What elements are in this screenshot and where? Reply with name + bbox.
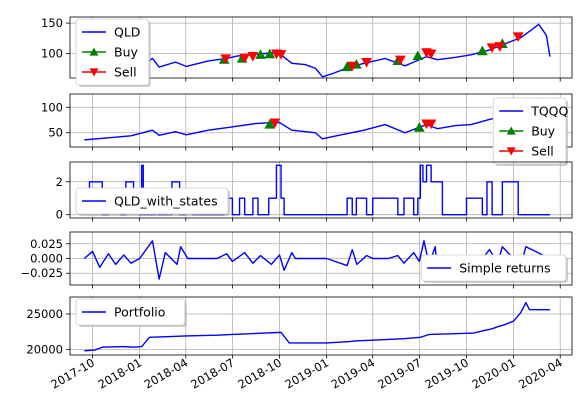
legend-label: Simple returns [459, 261, 550, 276]
grid [70, 17, 572, 78]
x-tick-label: 2017-10 [48, 355, 97, 391]
legend: QLD_with_states [75, 187, 230, 216]
legend-box [420, 254, 567, 282]
sell-marker [275, 50, 287, 60]
legend-label: Portfolio [114, 305, 165, 320]
sell-marker [425, 49, 437, 60]
x-tick-label: 2019-10 [422, 355, 471, 391]
buy-marker [264, 119, 276, 129]
sell-marker [361, 58, 372, 68]
legend-handle-marker [506, 126, 516, 135]
sell-marker [269, 118, 281, 129]
legend-box [75, 298, 186, 326]
sell-marker [486, 43, 498, 54]
x-tick-label: 2019-04 [329, 355, 378, 391]
series-line-QLD_with_states [84, 164, 550, 216]
x-tick-label: 2018-07 [188, 355, 237, 391]
buy-marker [255, 49, 266, 59]
legend: QLD Buy Sell [75, 18, 151, 87]
legend-label: Sell [114, 65, 137, 80]
x-tick-label: 2020-01 [469, 355, 518, 391]
y-tick-label: 25000 [26, 307, 63, 321]
sell-marker [247, 51, 259, 62]
legend: Simple returns [420, 254, 568, 283]
axes-frame [69, 16, 573, 79]
legend: TQQQ Buy Sell [492, 97, 569, 166]
x-tick-label: 2018-04 [142, 355, 191, 391]
sell-marker [395, 55, 406, 66]
sell-marker [512, 32, 524, 43]
y-tick-label: 0.000 [30, 252, 63, 266]
y-tick-label: 100 [41, 100, 63, 114]
legend-box [75, 187, 229, 215]
sell-marker [494, 42, 506, 52]
y-tick-label: 0 [56, 208, 63, 222]
legend-label: Buy [114, 45, 138, 60]
panel-3: 0 2 QLD_with_states [56, 161, 573, 222]
legend-label: QLD [114, 25, 140, 40]
buy-marker [264, 48, 276, 59]
legend-handle-marker [89, 68, 99, 77]
sell-marker [346, 61, 358, 72]
y-tick-label: 20000 [26, 342, 63, 356]
axes-frame [69, 93, 573, 148]
x-tick-label: 2019-07 [375, 355, 424, 391]
plot-area [84, 97, 551, 141]
legend-label: QLD_with_states [114, 194, 218, 209]
x-tick-label: 2019-01 [283, 355, 332, 391]
axes-frame [69, 161, 573, 219]
sell-marker [425, 119, 437, 130]
buy-marker [477, 45, 488, 56]
panel-2: 50 100 TQQQ Buy Sell [41, 93, 573, 166]
panel-1: 100 150 QLD Buy Sell [41, 16, 573, 87]
legend-label: TQQQ [530, 104, 568, 119]
legend-label: Sell [531, 144, 554, 159]
series-line-Portfolio [84, 301, 550, 352]
x-tick-label: 2020-04 [516, 355, 565, 391]
plot-area [84, 164, 550, 216]
buy-marker [412, 50, 424, 61]
y-tick-label: 150 [41, 16, 63, 30]
axes-frame [69, 231, 573, 286]
y-tick-label: 50 [48, 126, 63, 140]
grid [70, 297, 572, 355]
plot-area [84, 23, 551, 78]
legend-label: Buy [531, 124, 555, 139]
buy-marker [341, 61, 353, 72]
legend-handle-marker [89, 47, 99, 56]
sell-marker [239, 53, 251, 64]
x-tick-label: 2018-10 [235, 355, 284, 391]
sell-marker [220, 54, 232, 65]
y-tick-label: 0.025 [30, 237, 63, 251]
x-tick-label: 2018-01 [96, 355, 145, 391]
axes-frame [69, 296, 573, 356]
x-axis: 2017-102018-012018-042018-072018-102019-… [48, 355, 564, 391]
y-tick-label: 2 [56, 175, 63, 189]
panel-5: 20000 25000 Portfolio [26, 296, 573, 359]
legend: Portfolio [75, 298, 187, 327]
series-line-TQQQ [84, 97, 551, 141]
y-tick-label: 100 [41, 47, 63, 61]
buy-marker [414, 122, 425, 132]
legend-handle-marker [506, 147, 516, 156]
plot-area [84, 301, 550, 352]
y-tick-label: −0.025 [20, 266, 63, 280]
grid [70, 94, 572, 147]
